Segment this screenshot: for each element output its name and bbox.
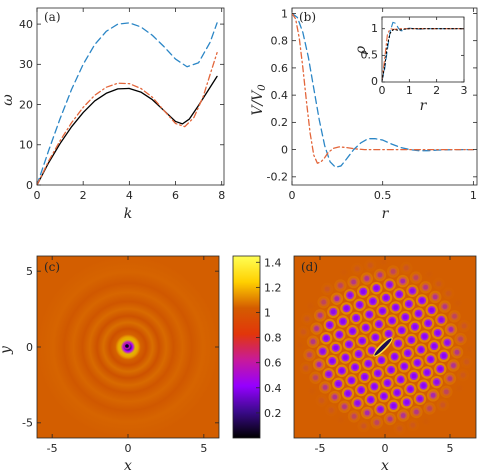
inset-xtick-label: 1 (406, 84, 413, 97)
panel-a-xtick-label: 4 (126, 189, 133, 202)
colorbar-tick-label: 0.6 (264, 357, 282, 370)
panel-b-ytick-label: 1 (281, 7, 288, 20)
panel-d-defect-dark (374, 338, 392, 356)
panel-b: 0 0.5 1-0.200.20.40.60.81 (b) r V/V0 0 1 2 30… (250, 7, 478, 222)
panel-a-ytick-label: 10 (19, 139, 33, 152)
panel-b-ticks: 0 0.5 1-0.200.20.40.60.81 (267, 7, 477, 202)
panel-c-xtick-label: 0 (125, 442, 132, 455)
panel-c-ylabel: y (0, 345, 14, 355)
inset-ytick-label: 0.5 (361, 49, 379, 62)
panel-a-label: (a) (44, 10, 61, 24)
panel-b-ytick-label: -0.2 (267, 171, 288, 184)
panel-a-xtick-label: 8 (218, 189, 225, 202)
inset-frame (381, 16, 465, 83)
panel-a-ytick-label: 40 (19, 18, 33, 31)
inset-ytick-label: 1 (371, 22, 378, 35)
panel-c-core (125, 344, 129, 348)
panel-b-series-orange-dashdot (292, 12, 475, 164)
inset-ytick-label: 0 (371, 75, 378, 88)
panel-a-xlabel: k (124, 206, 132, 222)
panel-c-ytick-label: 5 (26, 265, 33, 278)
inset-series-orange-dashdot (382, 28, 464, 82)
panel-b-frame (291, 7, 478, 186)
panel-a-ytick-label: 0 (26, 179, 33, 192)
panel-a-xtick-label: 6 (172, 189, 179, 202)
colorbar-ticks: 0.2 0.4 0.6 0.8 1 1.2 1.4 (256, 256, 282, 420)
panel-a-xtick-label: 2 (80, 189, 87, 202)
panel-b-ytick-label: 0 (281, 143, 288, 156)
panel-d-ticks: -5 0 5 (315, 256, 454, 455)
panel-a-series-black-solid (37, 75, 218, 185)
panel-b-label: (b) (299, 10, 316, 24)
panel-c-xlabel: x (124, 458, 132, 474)
colorbar-tick-label: 0.4 (264, 382, 282, 395)
colorbar-frame (232, 255, 261, 439)
inset-ylabel: ρ (353, 45, 369, 55)
colorbar-tick-label: 0.8 (264, 332, 282, 345)
inset-xtick-label: 0 (379, 84, 386, 97)
panel-d-xtick-label: 5 (447, 442, 454, 455)
panel-a-series-orange-dashdot (37, 52, 218, 185)
panel-b-plot-area (292, 12, 475, 168)
panel-c: -5 0 5 -5 0 5 (c) x y (0, 255, 220, 474)
panel-a-plot-area (37, 22, 218, 185)
panel-b-xtick-label: 0.5 (374, 189, 392, 202)
panel-a-ylabel: ω (0, 94, 16, 106)
panel-b-xlabel: r (382, 206, 390, 222)
panel-b-ytick-label: 0.8 (271, 35, 289, 48)
panel-b-xtick-label: 1 (470, 189, 477, 202)
panel-d: -5 0 5 (d) x (293, 255, 477, 474)
panel-a-frame (36, 7, 225, 186)
colorbar-strip (233, 256, 260, 438)
panel-a-ticks: 0 2 4 6 8 0 10 20 30 40 (19, 8, 225, 202)
panel-c-label: (c) (44, 260, 60, 274)
panel-a-ytick-label: 20 (19, 98, 33, 111)
panel-b-ytick-label: 0.6 (271, 62, 289, 75)
panel-b-xtick-label: 0 (289, 189, 296, 202)
panel-c-ticks: -5 0 5 -5 0 5 (22, 256, 219, 455)
inset-background (382, 17, 464, 82)
colorbar: 0.2 0.4 0.6 0.8 1 1.2 1.4 (232, 255, 282, 439)
inset-series-black-dot (382, 28, 464, 82)
panel-b-series-blue-dash (292, 12, 475, 168)
colorbar-tick-label: 1 (264, 306, 271, 319)
panel-a: 0 2 4 6 8 0 10 20 30 40 (a) k ω (0, 7, 225, 222)
inset-xtick-label: 2 (433, 84, 440, 97)
colorbar-tick-label: 1.2 (264, 281, 282, 294)
colorbar-tick-label: 0.2 (264, 407, 282, 420)
inset-ticks: 0 1 2 3 0 0.5 1 (361, 17, 468, 97)
panel-a-series-blue-dash (37, 22, 218, 185)
panel-c-xtick-label: -5 (47, 442, 58, 455)
inset-xlabel: r (420, 98, 428, 114)
panel-a-xtick-label: 0 (34, 189, 41, 202)
inset-plot-area (382, 21, 464, 82)
panel-c-ytick-label: 0 (26, 341, 33, 354)
panel-b-ylabel: V/V0 (250, 84, 268, 116)
panel-c-ytick-label: -5 (22, 417, 33, 430)
panel-a-ytick-label: 30 (19, 58, 33, 71)
panel-d-label: (d) (301, 260, 318, 274)
colorbar-tick-label: 1.4 (264, 256, 282, 269)
panel-d-defect (373, 337, 393, 357)
panel-d-xlabel: x (381, 458, 389, 474)
panel-d-xtick-label: -5 (315, 442, 326, 455)
panel-b-ytick-label: 0.4 (271, 89, 289, 102)
panel-b-ytick-label: 0.2 (271, 116, 289, 129)
panel-c-xtick-label: 5 (200, 442, 207, 455)
inset-xtick-label: 3 (461, 84, 468, 97)
panel-d-xtick-label: 0 (382, 442, 389, 455)
